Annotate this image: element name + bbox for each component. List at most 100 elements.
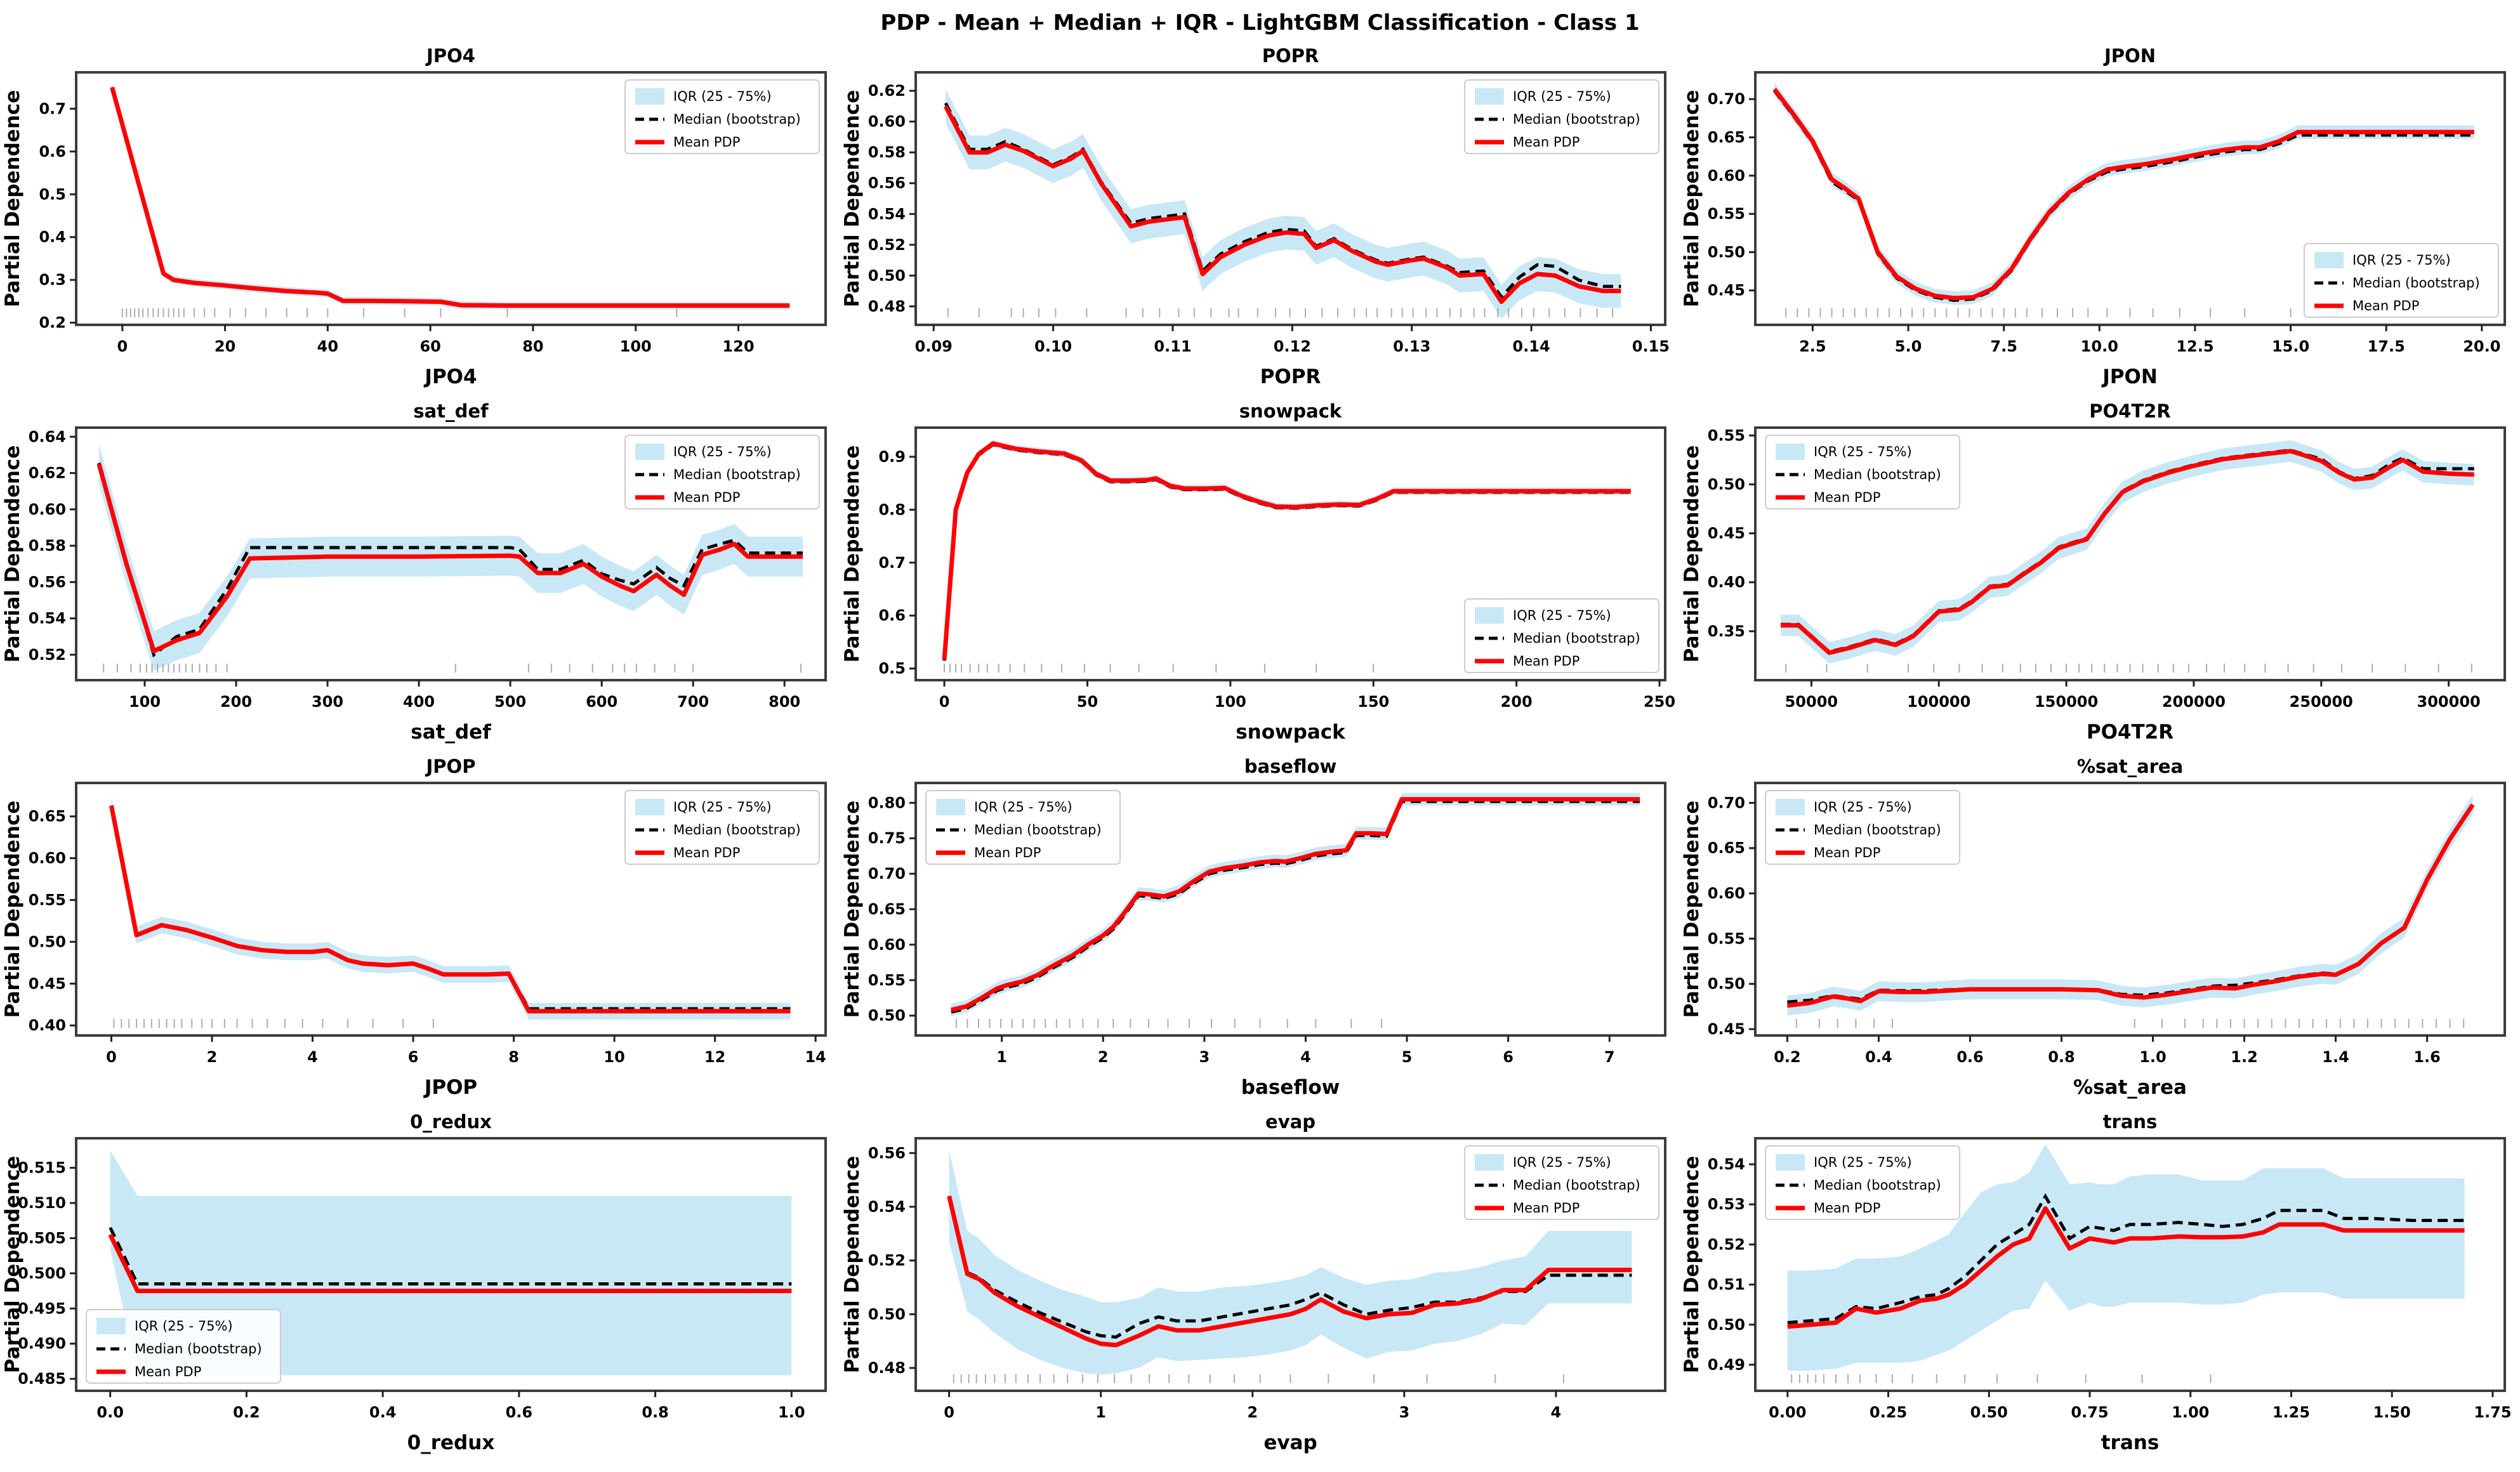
legend-box [1464, 598, 1659, 673]
svg-text:800: 800 [769, 693, 800, 711]
svg-text:0.495: 0.495 [18, 1299, 66, 1317]
svg-text:0.45: 0.45 [1708, 525, 1745, 542]
svg-text:0.62: 0.62 [29, 464, 66, 482]
x-axis-ticks: 0.09 0.10 0.11 0.12 0.13 0.14 0.15 [915, 325, 1670, 355]
svg-text:0.54: 0.54 [868, 1198, 906, 1216]
plot-frame [914, 1137, 1666, 1392]
y-axis-ticks: 0.49 0.50 0.51 0.52 0.53 0.54 [1708, 1155, 1755, 1374]
svg-text:1.0: 1.0 [778, 1403, 805, 1421]
legend-iqr-swatch [635, 88, 664, 105]
chart-canvas: 0.2 0.4 0.6 0.8 1.0 1.2 1.4 1.6 0.45 0.50 0.55 0.60… [1680, 756, 2506, 1099]
svg-text:0.56: 0.56 [868, 1144, 906, 1162]
x-axis-label: PO4T2R [2087, 721, 2174, 744]
svg-text:0.00: 0.00 [1769, 1403, 1806, 1421]
svg-text:0.14: 0.14 [1512, 338, 1550, 355]
legend-label: Mean PDP [974, 845, 1041, 860]
svg-text:5.0: 5.0 [1895, 338, 1922, 355]
svg-text:14: 14 [805, 1048, 826, 1066]
svg-text:1.75: 1.75 [2474, 1403, 2511, 1421]
x-axis-label: %sat_area [2073, 1076, 2187, 1099]
svg-text:300: 300 [312, 693, 343, 711]
svg-text:1: 1 [996, 1048, 1007, 1066]
y-axis-ticks: 0.5 0.6 0.7 0.8 0.9 [878, 448, 916, 678]
plot-frame [75, 426, 827, 681]
x-axis-ticks: 0.00 0.25 0.50 0.75 1.00 1.25 1.50 1.75 [1769, 1391, 2512, 1421]
legend-iqr-swatch [1776, 444, 1805, 460]
svg-text:0.50: 0.50 [1708, 243, 1745, 261]
legend-label: Median (bootstrap) [974, 822, 1102, 838]
svg-text:0.65: 0.65 [29, 808, 66, 825]
svg-text:0.60: 0.60 [868, 113, 906, 131]
svg-text:0.50: 0.50 [1708, 1316, 1745, 1334]
subplot-evap: 0 1 2 3 4 0.48 0.50 0.52 0.54 0.56 evap evap Partial… [840, 1105, 1679, 1461]
plot-frame [1754, 426, 2506, 681]
rug-marks [1785, 664, 2472, 673]
svg-text:3: 3 [1399, 1403, 1409, 1421]
legend-label: Median (bootstrap) [1513, 631, 1640, 646]
svg-text:1.25: 1.25 [2273, 1403, 2310, 1421]
y-axis-label: Partial Dependence [841, 445, 864, 663]
svg-text:0.490: 0.490 [18, 1335, 66, 1353]
y-axis-label: Partial Dependence [841, 801, 864, 1018]
svg-text:0.505: 0.505 [18, 1229, 66, 1247]
subplot--sat-area: 0.2 0.4 0.6 0.8 1.0 1.2 1.4 1.6 0.45 0.50 0.55 0.60… [1679, 750, 2519, 1105]
mean-pdp-line [1787, 1206, 2465, 1329]
legend-label: Median (bootstrap) [135, 1341, 262, 1357]
svg-text:0.10: 0.10 [1034, 338, 1072, 355]
svg-text:0.6: 0.6 [1956, 1048, 1984, 1066]
svg-text:4: 4 [1300, 1048, 1311, 1066]
legend-box [1464, 1145, 1659, 1220]
svg-text:0.55: 0.55 [868, 971, 906, 989]
legend: IQR (25 - 75%) Median (bootstrap) Mean PDP [1464, 1145, 1659, 1220]
svg-text:0.11: 0.11 [1154, 338, 1191, 355]
subplot-po4t2r: 50000 100000 150000 200000 250000 300000 0.35 0… [1679, 395, 2519, 750]
y-axis-ticks: 0.40 0.45 0.50 0.55 0.60 0.65 [29, 808, 76, 1034]
subplot-title: sat_def [413, 400, 489, 422]
svg-text:100000: 100000 [1907, 693, 1970, 711]
mean-pdp-line [947, 1195, 1632, 1348]
svg-text:0.45: 0.45 [1708, 282, 1745, 299]
legend-iqr-swatch [2314, 252, 2344, 268]
svg-text:40: 40 [317, 338, 338, 355]
svg-text:0.56: 0.56 [29, 573, 66, 591]
legend-iqr-swatch [1475, 1154, 1504, 1171]
subplot-title: JPON [2103, 45, 2156, 67]
svg-text:6: 6 [1503, 1048, 1514, 1066]
iqr-band [946, 89, 1621, 319]
svg-text:0.2: 0.2 [1774, 1048, 1801, 1066]
svg-text:200000: 200000 [2162, 693, 2226, 711]
legend-iqr-swatch [936, 799, 965, 815]
svg-text:0.55: 0.55 [1708, 426, 1745, 444]
svg-text:0.510: 0.510 [18, 1194, 66, 1212]
legend-iqr-swatch [1475, 88, 1504, 105]
legend-label: IQR (25 - 75%) [673, 89, 772, 104]
chart-canvas: 0 20 40 60 80 100 120 0.2 0.3 0.4 0.5 0.6 0.7 JPO4 JPO… [1, 45, 827, 388]
y-axis-label: Partial Dependence [1, 90, 24, 308]
svg-text:0.48: 0.48 [868, 1359, 906, 1377]
rug-marks [1795, 1019, 2465, 1028]
svg-text:0.50: 0.50 [1708, 975, 1745, 993]
x-axis-label: JPON [2101, 365, 2158, 388]
svg-text:4: 4 [1551, 1403, 1562, 1421]
svg-text:250: 250 [1644, 693, 1675, 711]
svg-text:0.13: 0.13 [1393, 338, 1430, 355]
x-axis-label: baseflow [1241, 1076, 1340, 1099]
rug-marks [121, 308, 678, 317]
legend-label: IQR (25 - 75%) [1814, 799, 1912, 815]
svg-text:0.7: 0.7 [878, 554, 906, 572]
svg-text:0.65: 0.65 [1708, 839, 1745, 857]
svg-text:1.00: 1.00 [2172, 1403, 2209, 1421]
mean-pdp-line [110, 86, 790, 308]
svg-text:400: 400 [403, 693, 435, 711]
svg-text:0.58: 0.58 [29, 537, 66, 555]
svg-text:0.6: 0.6 [506, 1403, 533, 1421]
svg-text:60: 60 [419, 338, 440, 355]
legend-box [624, 790, 820, 865]
svg-text:0.4: 0.4 [39, 228, 66, 246]
svg-text:0.55: 0.55 [29, 891, 66, 909]
svg-text:0.52: 0.52 [868, 236, 906, 254]
iqr-band [1787, 1144, 2465, 1371]
svg-text:0.515: 0.515 [18, 1159, 66, 1177]
svg-text:0.50: 0.50 [1970, 1403, 2008, 1421]
legend-label: IQR (25 - 75%) [1513, 608, 1611, 623]
